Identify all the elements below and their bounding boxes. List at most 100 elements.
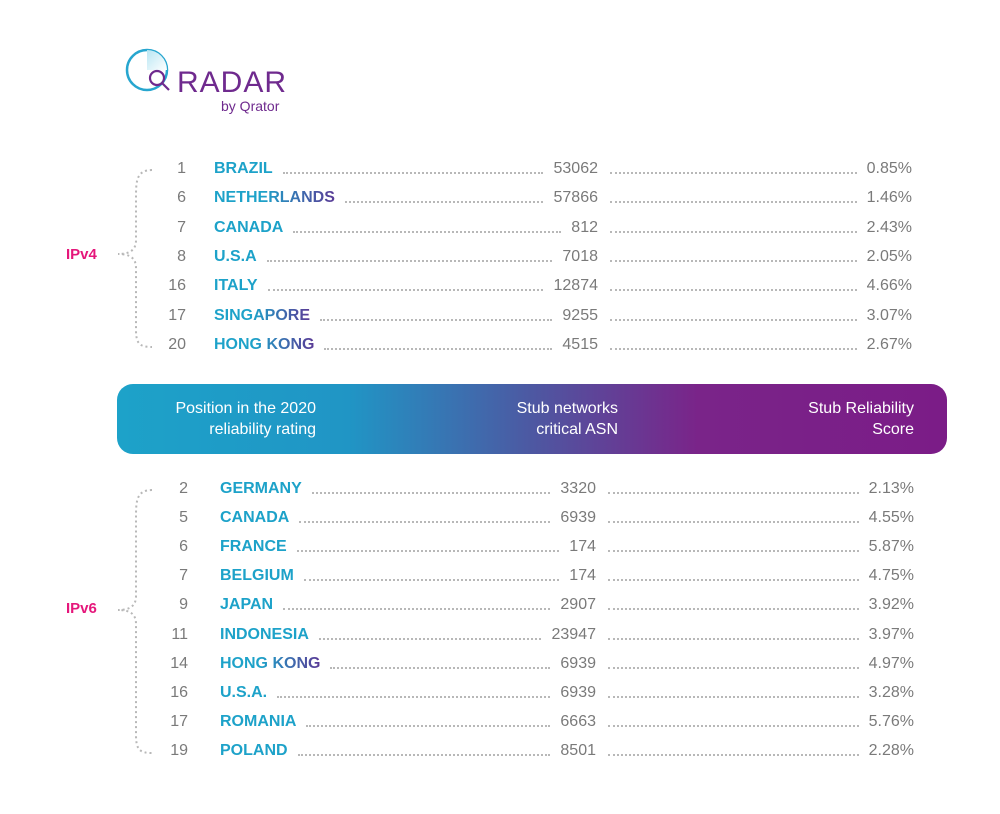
radar-logo: RADAR by Qrator [125, 48, 295, 118]
table-row: 6 NETHERLANDS 57866 1.46% [0, 189, 1000, 213]
row-position: 7 [177, 218, 186, 236]
table-row: 5 CANADA 6939 4.55% [0, 509, 1000, 533]
row-score: 3.97% [868, 625, 914, 643]
table-row: 20 HONG KONG 4515 2.67% [0, 336, 1000, 360]
ipv6-label: IPv6 [66, 600, 97, 617]
table-row: 11 INDONESIA 23947 3.97% [0, 626, 1000, 650]
row-score: 5.87% [868, 538, 914, 556]
row-asn: 9255 [562, 306, 598, 324]
logo-wordmark: RADAR [177, 66, 288, 99]
table-row: 2 GERMANY 3320 2.13% [0, 480, 1000, 504]
row-country: HONG KONG [220, 654, 321, 672]
dotted-leader [320, 318, 552, 321]
table-row: 14 HONG KONG 6939 4.97% [0, 655, 1000, 679]
row-asn: 3320 [560, 480, 596, 497]
row-position: 9 [179, 596, 188, 614]
radar-logo-icon [125, 48, 170, 92]
row-position: 17 [168, 306, 186, 324]
dotted-leader [608, 695, 859, 698]
row-position: 14 [170, 654, 188, 672]
table-row: 16 ITALY 12874 4.66% [0, 277, 1000, 301]
dotted-leader [330, 666, 550, 669]
dotted-leader [610, 201, 857, 204]
row-asn: 6939 [560, 654, 596, 672]
logo-subtitle: by Qrator [221, 98, 280, 114]
dotted-leader [610, 230, 857, 233]
dotted-leader [608, 666, 859, 669]
table-row: 9 JAPAN 2907 3.92% [0, 596, 1000, 620]
row-position: 2 [179, 480, 188, 497]
dotted-leader [299, 521, 550, 524]
row-country: HONG KONG [214, 335, 315, 353]
row-asn: 57866 [553, 189, 599, 207]
dotted-leader [608, 579, 859, 582]
row-position: 6 [177, 189, 186, 207]
row-score: 0.85% [866, 160, 912, 177]
row-country: POLAND [220, 741, 288, 759]
row-position: 7 [179, 567, 188, 585]
row-position: 11 [171, 625, 188, 643]
row-country: ROMANIA [220, 712, 297, 730]
row-score: 3.28% [868, 683, 914, 701]
row-country: BELGIUM [220, 567, 294, 585]
row-position: 8 [177, 247, 186, 265]
row-score: 4.66% [866, 277, 912, 295]
table-row: 8 U.S.A 7018 2.05% [0, 248, 1000, 272]
row-asn: 8501 [560, 741, 596, 759]
row-score: 2.43% [866, 218, 912, 236]
header-score: Stub Reliability Score [808, 400, 914, 438]
table-row: 1 BRAZIL 53062 0.85% [0, 160, 1000, 184]
dotted-leader [306, 724, 550, 727]
table-row: 6 FRANCE 174 5.87% [0, 538, 1000, 562]
row-score: 1.46% [866, 189, 912, 207]
row-score: 2.13% [868, 480, 914, 497]
row-asn: 53062 [553, 160, 599, 177]
row-country: U.S.A [214, 247, 257, 265]
dotted-leader [608, 492, 859, 494]
dotted-leader [610, 347, 857, 350]
row-score: 4.97% [868, 654, 914, 672]
row-asn: 7018 [562, 247, 598, 265]
row-score: 2.05% [866, 247, 912, 265]
dotted-leader [608, 637, 859, 640]
row-position: 16 [170, 683, 188, 701]
row-country: INDONESIA [220, 625, 309, 643]
row-country: CANADA [220, 509, 290, 527]
ipv4-bracket [117, 169, 153, 348]
row-score: 2.67% [866, 335, 912, 353]
row-country: U.S.A. [220, 683, 268, 701]
dotted-leader [293, 230, 561, 233]
row-score: 5.76% [868, 712, 914, 730]
dotted-leader [608, 724, 859, 727]
row-asn: 174 [569, 567, 596, 585]
header-position: Position in the 2020 reliability rating [175, 400, 316, 438]
row-position: 20 [168, 335, 186, 353]
row-country: SINGAPORE [214, 306, 311, 324]
row-asn: 23947 [551, 625, 597, 643]
row-asn: 174 [569, 538, 596, 556]
table-row: 17 ROMANIA 6663 5.76% [0, 713, 1000, 737]
row-asn: 812 [571, 218, 598, 236]
row-position: 16 [168, 277, 186, 295]
dotted-leader [608, 608, 859, 611]
row-asn: 6939 [560, 509, 596, 527]
column-header-band [117, 384, 947, 454]
ipv4-label: IPv4 [66, 246, 97, 263]
dotted-leader [610, 318, 857, 321]
row-country: GERMANY [220, 480, 302, 497]
row-score: 3.92% [868, 596, 914, 614]
row-asn: 2907 [560, 596, 596, 614]
dotted-leader [608, 521, 859, 524]
row-country: ITALY [214, 277, 258, 295]
dotted-leader [268, 289, 543, 292]
row-asn: 6939 [560, 683, 596, 701]
row-position: 6 [179, 538, 188, 556]
row-position: 1 [177, 160, 186, 177]
dotted-leader [608, 753, 859, 756]
dotted-leader [610, 172, 857, 174]
dotted-leader [319, 637, 541, 640]
row-position: 19 [170, 741, 188, 759]
row-country: FRANCE [220, 538, 287, 556]
row-asn: 6663 [560, 712, 596, 730]
